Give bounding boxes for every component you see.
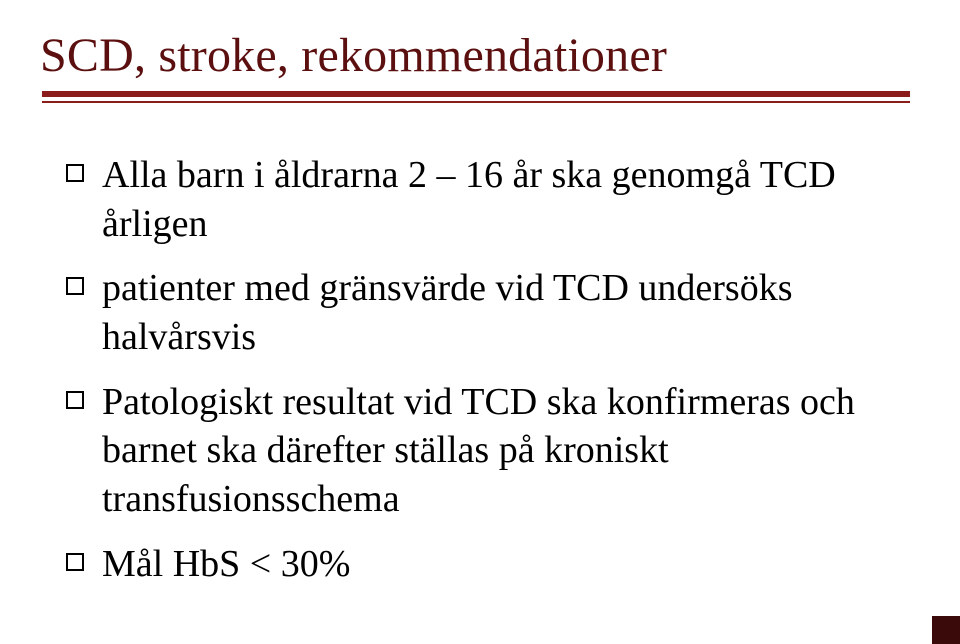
list-item: Patologiskt resultat vid TCD ska konfirm… [66,378,920,524]
list-item: Alla barn i åldrarna 2 – 16 år ska genom… [66,151,920,248]
slide: SCD, stroke, rekommendationer Alla barn … [0,0,960,644]
square-bullet-icon [66,164,84,182]
list-item-text: Mål HbS < 30% [102,540,920,589]
title-underline-thin [42,101,910,103]
list-item: Mål HbS < 30% [66,540,920,589]
bullet-list: Alla barn i åldrarna 2 – 16 år ska genom… [66,151,920,588]
title-underline [42,91,910,103]
square-bullet-icon [66,553,84,571]
list-item: patienter med gränsvärde vid TCD undersö… [66,264,920,361]
slide-title: SCD, stroke, rekommendationer [40,28,920,83]
list-item-text: Patologiskt resultat vid TCD ska konfirm… [102,378,920,524]
list-item-text: Alla barn i åldrarna 2 – 16 år ska genom… [102,151,920,248]
title-underline-thick [42,91,910,97]
square-bullet-icon [66,391,84,409]
list-item-text: patienter med gränsvärde vid TCD undersö… [102,264,920,361]
footer-accent [932,616,960,644]
square-bullet-icon [66,277,84,295]
